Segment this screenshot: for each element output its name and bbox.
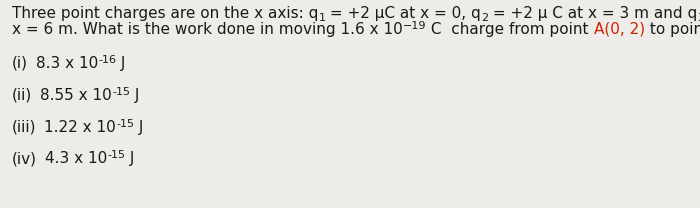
Text: J: J	[116, 56, 125, 71]
Text: J: J	[134, 120, 144, 135]
Text: J: J	[125, 151, 134, 166]
Text: -15: -15	[112, 87, 130, 97]
Text: C  charge from point: C charge from point	[426, 22, 594, 37]
Text: 8.3 x 10: 8.3 x 10	[36, 56, 98, 71]
Text: x = 6 m. What is the work done in moving 1.6 x 10: x = 6 m. What is the work done in moving…	[12, 22, 402, 37]
Text: J: J	[130, 88, 139, 103]
Text: to point: to point	[645, 22, 700, 37]
Text: = +2 μ C at x = 3 m and q: = +2 μ C at x = 3 m and q	[489, 6, 697, 21]
Text: Three point charges are on the x axis: q: Three point charges are on the x axis: q	[12, 6, 318, 21]
Text: -15: -15	[116, 119, 134, 129]
Text: (i): (i)	[12, 56, 28, 71]
Text: 3: 3	[697, 13, 700, 23]
Text: 1.22 x 10: 1.22 x 10	[45, 120, 116, 135]
Text: A(0, 2): A(0, 2)	[594, 22, 645, 37]
Text: 4.3 x 10: 4.3 x 10	[45, 151, 107, 166]
Text: 1: 1	[318, 13, 326, 23]
Text: (iii): (iii)	[12, 120, 36, 135]
Text: 2: 2	[481, 13, 489, 23]
Text: -15: -15	[107, 150, 125, 160]
Text: = +2 μC at x = 0, q: = +2 μC at x = 0, q	[326, 6, 481, 21]
Text: (iv): (iv)	[12, 151, 37, 166]
Text: −19: −19	[402, 21, 426, 31]
Text: (ii): (ii)	[12, 88, 32, 103]
Text: 8.55 x 10: 8.55 x 10	[41, 88, 112, 103]
Text: -16: -16	[98, 55, 116, 65]
